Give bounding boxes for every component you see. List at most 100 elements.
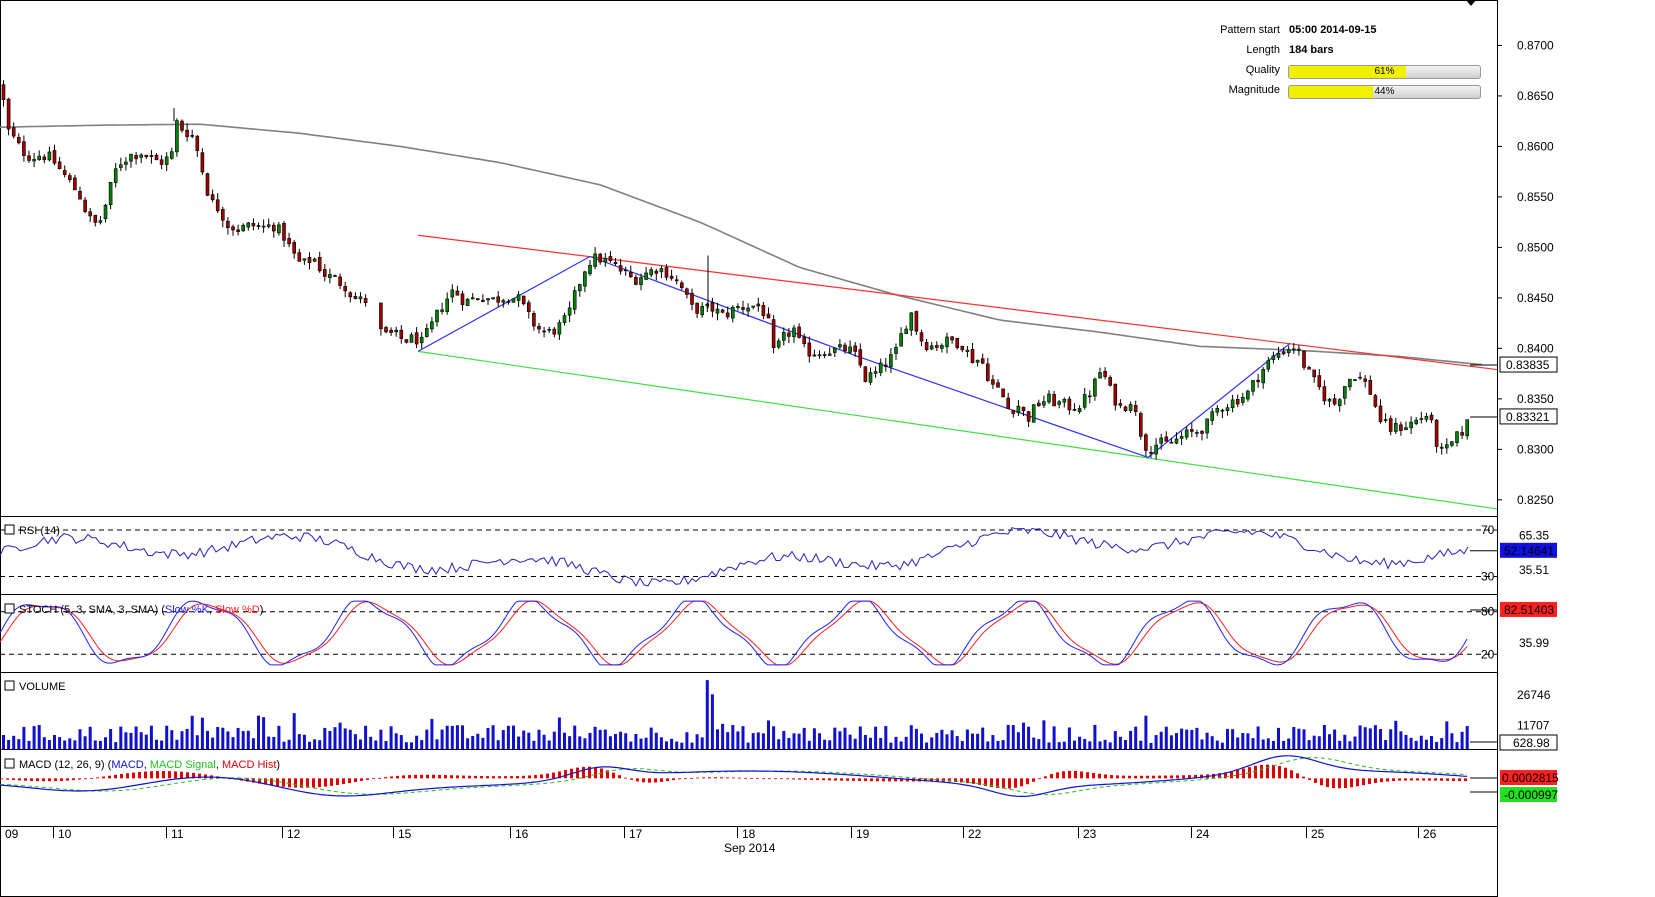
candle[interactable] bbox=[164, 152, 169, 172]
candle[interactable] bbox=[812, 349, 817, 357]
candle[interactable] bbox=[1098, 367, 1102, 379]
candle[interactable] bbox=[572, 286, 577, 315]
candle[interactable] bbox=[236, 224, 240, 236]
candle[interactable] bbox=[1363, 375, 1367, 388]
candle[interactable] bbox=[934, 341, 939, 351]
candle[interactable] bbox=[37, 150, 42, 161]
candle[interactable] bbox=[455, 285, 460, 296]
candle[interactable] bbox=[832, 347, 837, 358]
candle[interactable] bbox=[705, 302, 710, 312]
candle[interactable] bbox=[1072, 403, 1077, 412]
candle[interactable] bbox=[338, 273, 342, 290]
candle[interactable] bbox=[358, 292, 363, 304]
candle[interactable] bbox=[1312, 369, 1316, 383]
candle[interactable] bbox=[328, 268, 332, 284]
candle[interactable] bbox=[628, 265, 633, 278]
candle[interactable] bbox=[1200, 429, 1204, 441]
candle[interactable] bbox=[516, 291, 521, 308]
candle[interactable] bbox=[317, 251, 322, 273]
candle[interactable] bbox=[848, 340, 852, 355]
candle[interactable] bbox=[6, 97, 11, 136]
candle[interactable] bbox=[481, 294, 485, 303]
candle[interactable] bbox=[965, 345, 970, 358]
candle[interactable] bbox=[1337, 397, 1342, 412]
macd-toggle-icon[interactable] bbox=[4, 758, 15, 769]
candle[interactable] bbox=[1052, 390, 1056, 407]
candle[interactable] bbox=[557, 319, 562, 340]
candle[interactable] bbox=[1113, 383, 1118, 411]
scroll-marker-icon[interactable] bbox=[1466, 0, 1476, 6]
candle[interactable] bbox=[1286, 345, 1291, 357]
candle[interactable] bbox=[817, 350, 822, 359]
candle[interactable] bbox=[608, 251, 613, 263]
candle[interactable] bbox=[1419, 411, 1424, 424]
candle[interactable] bbox=[139, 153, 143, 164]
candle[interactable] bbox=[588, 259, 592, 276]
candle[interactable] bbox=[1394, 417, 1398, 435]
candle[interactable] bbox=[985, 357, 990, 382]
candle[interactable] bbox=[1327, 397, 1332, 408]
candle[interactable] bbox=[991, 374, 995, 389]
candle[interactable] bbox=[93, 214, 98, 227]
candle[interactable] bbox=[302, 258, 307, 265]
candle[interactable] bbox=[1241, 392, 1245, 406]
volume-panel[interactable]: 26746 11707 628.98 bbox=[2, 680, 1558, 751]
candle[interactable] bbox=[124, 157, 128, 171]
candle[interactable] bbox=[766, 307, 771, 319]
candle[interactable] bbox=[980, 353, 985, 365]
candle[interactable] bbox=[945, 332, 949, 354]
candle[interactable] bbox=[68, 172, 72, 183]
candle[interactable] bbox=[822, 351, 827, 359]
candle[interactable] bbox=[52, 144, 57, 166]
candle[interactable] bbox=[1088, 390, 1092, 404]
candle[interactable] bbox=[521, 295, 526, 306]
candle[interactable] bbox=[547, 326, 552, 333]
candle[interactable] bbox=[746, 303, 750, 317]
candle[interactable] bbox=[919, 329, 924, 347]
candle[interactable] bbox=[1139, 411, 1143, 440]
candle[interactable] bbox=[700, 302, 705, 318]
candle[interactable] bbox=[598, 252, 603, 265]
candle[interactable] bbox=[776, 338, 781, 350]
candle[interactable] bbox=[496, 291, 501, 307]
candle[interactable] bbox=[679, 280, 684, 290]
candle[interactable] bbox=[435, 309, 439, 327]
candle[interactable] bbox=[537, 322, 541, 334]
candle[interactable] bbox=[577, 283, 582, 297]
candle[interactable] bbox=[1077, 405, 1082, 414]
candle[interactable] bbox=[1195, 429, 1199, 438]
candle[interactable] bbox=[1251, 380, 1255, 396]
candle[interactable] bbox=[424, 323, 429, 338]
candle[interactable] bbox=[649, 267, 654, 278]
candle[interactable] bbox=[792, 324, 796, 344]
candle[interactable] bbox=[623, 266, 628, 276]
candle[interactable] bbox=[751, 305, 756, 310]
candle[interactable] bbox=[11, 122, 16, 139]
candle[interactable] bbox=[1042, 395, 1046, 409]
candle[interactable] bbox=[277, 221, 281, 236]
candle[interactable] bbox=[725, 306, 730, 320]
stoch-panel[interactable]: 80 20 35.99 82.51403 bbox=[0, 600, 1557, 666]
candle[interactable] bbox=[261, 219, 266, 233]
candle[interactable] bbox=[1016, 400, 1021, 417]
candle[interactable] bbox=[1261, 367, 1265, 389]
candle[interactable] bbox=[1133, 400, 1138, 416]
candle[interactable] bbox=[1154, 438, 1158, 460]
candle[interactable] bbox=[868, 367, 873, 386]
candle[interactable] bbox=[170, 147, 174, 160]
candle[interactable] bbox=[1093, 377, 1097, 401]
candle[interactable] bbox=[231, 224, 235, 236]
candle[interactable] bbox=[88, 207, 92, 222]
candle[interactable] bbox=[1276, 346, 1281, 360]
candle[interactable] bbox=[1235, 394, 1240, 408]
candle[interactable] bbox=[730, 305, 735, 323]
candle[interactable] bbox=[266, 218, 271, 229]
candle[interactable] bbox=[180, 119, 184, 133]
candle[interactable] bbox=[312, 257, 317, 263]
candle[interactable] bbox=[613, 258, 618, 266]
candle[interactable] bbox=[1343, 386, 1347, 405]
candle[interactable] bbox=[419, 332, 424, 349]
candle[interactable] bbox=[379, 302, 383, 336]
candle[interactable] bbox=[1409, 416, 1413, 434]
